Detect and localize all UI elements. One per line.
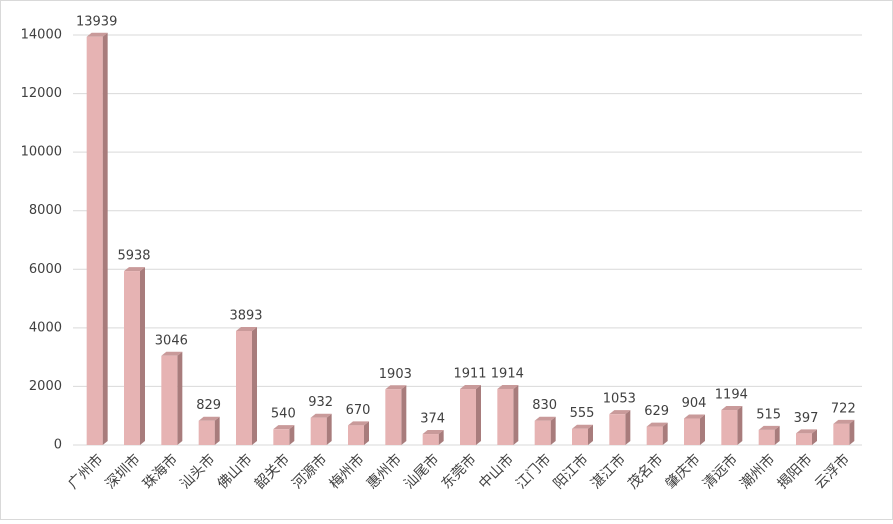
- data-label: 932: [308, 395, 333, 410]
- data-label: 1903: [379, 367, 412, 382]
- bar: [497, 384, 519, 445]
- data-label: 829: [196, 398, 221, 413]
- y-tick-label: 8000: [29, 203, 62, 218]
- data-label: 3893: [229, 308, 262, 323]
- bar: [572, 424, 593, 445]
- bar: [833, 419, 855, 445]
- bar: [796, 429, 817, 445]
- y-tick-label: 4000: [29, 320, 62, 335]
- bar: [124, 267, 145, 445]
- bar: [460, 385, 481, 445]
- y-tick-label: 2000: [29, 379, 62, 394]
- bar: [758, 425, 780, 445]
- y-tick-label: 0: [54, 438, 62, 453]
- data-label: 1911: [453, 367, 486, 382]
- data-label: 830: [532, 398, 557, 413]
- y-tick-label: 6000: [29, 262, 62, 277]
- bar: [422, 430, 444, 445]
- bar: [385, 385, 407, 445]
- bar: [273, 425, 295, 445]
- data-label: 374: [420, 412, 445, 427]
- bar: [310, 413, 332, 445]
- data-label: 670: [346, 403, 371, 418]
- data-label: 1053: [603, 392, 636, 407]
- bar: [161, 351, 183, 445]
- data-label: 5938: [117, 249, 150, 264]
- data-label: 13939: [76, 14, 117, 29]
- bar: [721, 406, 743, 445]
- data-label: 515: [756, 407, 781, 422]
- bar: [348, 421, 369, 445]
- data-label: 904: [682, 396, 707, 411]
- y-tick-label: 10000: [21, 145, 62, 160]
- data-label: 397: [794, 411, 819, 426]
- bar: [534, 416, 556, 445]
- data-label: 3046: [155, 333, 188, 348]
- bar: [198, 416, 220, 445]
- bar: [609, 410, 631, 445]
- data-label: 540: [271, 407, 296, 422]
- y-tick-label: 12000: [21, 86, 62, 101]
- bar: [236, 326, 257, 445]
- bar: [646, 422, 668, 445]
- bar: [86, 32, 108, 445]
- data-label: 1194: [715, 388, 748, 403]
- y-tick-label: 14000: [21, 28, 62, 43]
- data-label: 555: [570, 406, 595, 421]
- data-label: 629: [644, 404, 669, 419]
- data-label: 722: [831, 401, 856, 416]
- bar: [684, 414, 705, 445]
- data-label: 1914: [491, 366, 524, 381]
